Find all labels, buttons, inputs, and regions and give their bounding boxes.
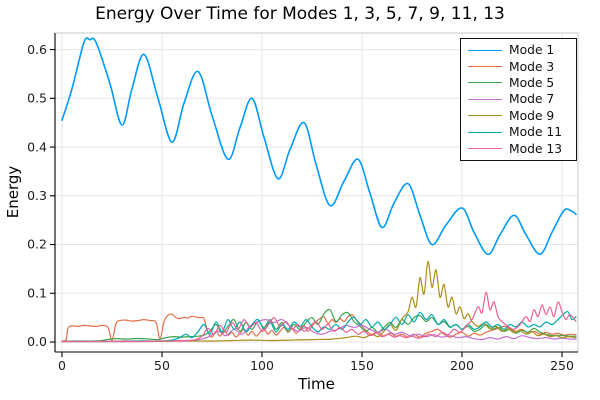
legend-entry-mode-5: Mode 5 (468, 75, 570, 91)
x-tick-label: 50 (154, 358, 170, 373)
y-tick-label: 0.0 (27, 334, 47, 349)
series-line-mode-7 (61, 318, 577, 343)
legend-label: Mode 5 (509, 75, 555, 90)
y-tick-label: 0.1 (27, 285, 47, 300)
x-tick-label: 150 (350, 358, 374, 373)
legend-line-sample (468, 131, 502, 133)
legend-entry-mode-11: Mode 11 (468, 124, 570, 140)
series-line-mode-3 (61, 313, 577, 342)
y-tick-label: 0.5 (27, 91, 47, 106)
series-line-mode-1 (61, 37, 577, 256)
x-tick-label: 100 (250, 358, 274, 373)
legend-entry-mode-9: Mode 9 (468, 108, 570, 124)
legend-line-sample (468, 115, 502, 117)
legend-entry-mode-1: Mode 1 (468, 42, 570, 58)
y-axis-label: Energy (4, 165, 22, 219)
legend-label: Mode 9 (509, 108, 555, 123)
legend-line-sample (468, 49, 502, 51)
legend-line-sample (468, 98, 502, 100)
legend-entry-mode-13: Mode 13 (468, 140, 570, 156)
series-line-mode-13 (61, 291, 577, 343)
legend-line-sample (468, 82, 502, 84)
y-tick-label: 0.2 (27, 237, 47, 252)
legend-label: Mode 3 (509, 59, 555, 74)
legend-label: Mode 11 (509, 125, 563, 140)
legend: Mode 1 Mode 3 Mode 5 Mode 7 Mode 9 Mode 11 Mod… (460, 38, 577, 161)
y-tick-label: 0.3 (27, 188, 47, 203)
series-line-mode-9 (61, 260, 577, 343)
legend-entry-mode-7: Mode 7 (468, 91, 570, 107)
legend-line-sample (468, 148, 502, 150)
legend-label: Mode 1 (509, 43, 555, 58)
x-tick-label: 200 (450, 358, 474, 373)
x-tick-label: 0 (58, 358, 66, 373)
x-tick-label: 250 (550, 358, 574, 373)
legend-entry-mode-3: Mode 3 (468, 58, 570, 74)
legend-line-sample (468, 66, 502, 68)
legend-label: Mode 7 (509, 92, 555, 107)
legend-label: Mode 13 (509, 141, 563, 156)
x-axis-label: Time (298, 375, 335, 393)
y-tick-label: 0.4 (27, 139, 47, 154)
y-tick-label: 0.6 (27, 42, 47, 57)
chart-title: Energy Over Time for Modes 1, 3, 5, 7, 9… (95, 4, 505, 24)
